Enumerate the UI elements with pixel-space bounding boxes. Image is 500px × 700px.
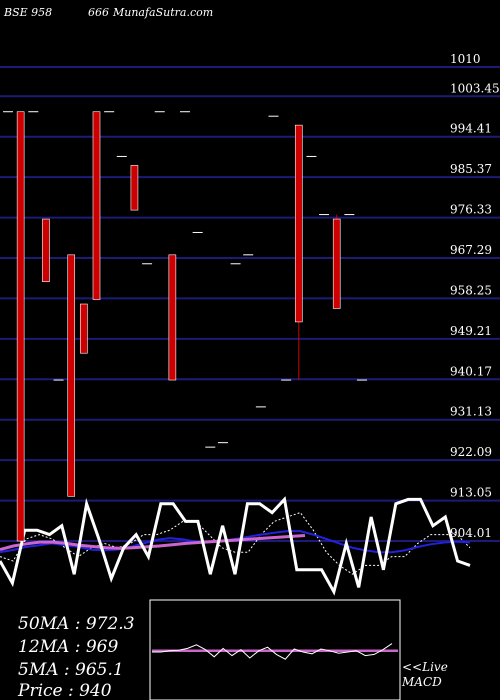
y-tick-label: 994.41 [450, 122, 492, 136]
indicator-dotted [0, 512, 471, 575]
ma5-label: 5MA : 965.1 [18, 660, 124, 680]
macd-lines [152, 643, 398, 660]
y-axis-ticks: 1010 1003.45 994.41 985.37 976.33 967.29 958.2… [450, 52, 500, 540]
live-label: <<Live [402, 660, 448, 674]
y-tick-label: 949.21 [450, 324, 492, 338]
y-tick-label: 1003.45 [450, 81, 500, 95]
y-tick-label: 904.01 [450, 526, 492, 540]
candle-body [16, 111, 25, 542]
candle-body [80, 303, 88, 354]
y-tick-label: 940.17 [450, 364, 492, 378]
ma12-label: 12MA : 969 [18, 637, 118, 657]
macd-main-line [152, 643, 393, 660]
y-tick-label: 1010 [450, 52, 481, 66]
candles [3, 111, 367, 542]
ma50-label: 50MA : 972.3 [18, 614, 135, 634]
y-tick-label: 985.37 [450, 162, 492, 176]
candle-body [130, 165, 139, 211]
indicator-main-line [0, 496, 471, 596]
candle-body [67, 254, 76, 497]
y-tick-label: 931.13 [450, 405, 492, 419]
y-tick-label: 922.09 [450, 445, 492, 459]
scrip-code: 666 [88, 6, 109, 19]
candle-body [92, 111, 101, 300]
candle-body [168, 254, 177, 381]
y-tick-label: 913.05 [450, 486, 492, 500]
candle-body [42, 218, 50, 282]
macd-label: MACD [401, 675, 442, 689]
candle-body [332, 218, 341, 309]
y-tick-label: 967.29 [450, 243, 492, 257]
symbol-code: BSE 958 [3, 6, 52, 19]
indicator-panel [0, 496, 471, 596]
y-tick-label: 976.33 [450, 203, 492, 217]
site-name: MunafaSutra.com [112, 6, 213, 19]
y-tick-label: 958.25 [450, 283, 492, 297]
price-label: Price : 940 [17, 681, 112, 700]
candle-body [294, 124, 303, 323]
indicator-pink-line [0, 534, 306, 552]
